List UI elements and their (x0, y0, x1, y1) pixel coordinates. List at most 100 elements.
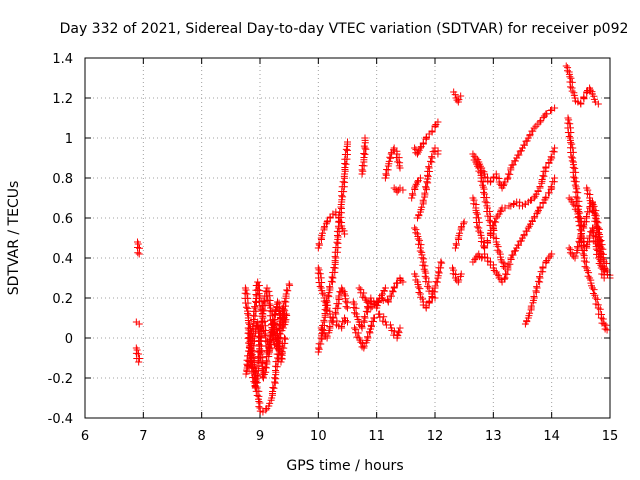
data-point-marker (475, 214, 483, 222)
data-point-marker (475, 227, 483, 235)
data-point-marker (326, 283, 334, 291)
data-point-marker (314, 244, 322, 252)
data-point-marker (419, 196, 427, 204)
data-point-marker (281, 334, 288, 342)
data-point-marker (493, 270, 501, 278)
data-point-marker (253, 372, 261, 380)
data-point-marker (261, 363, 269, 371)
data-point-marker (425, 163, 433, 171)
data-point-marker (337, 322, 345, 330)
data-point-marker (338, 187, 346, 195)
data-point-marker (594, 100, 602, 108)
data-point-marker (245, 357, 253, 365)
data-point-marker (248, 347, 256, 355)
data-point-marker (431, 122, 439, 130)
data-point-marker (277, 354, 285, 362)
y-tick-label: 0.4 (52, 252, 73, 267)
data-point-marker (133, 346, 141, 354)
data-point-marker (274, 338, 281, 346)
data-point-marker (414, 178, 421, 186)
data-point-marker (259, 302, 267, 310)
data-point-marker (593, 233, 601, 241)
data-point-marker (437, 258, 445, 266)
data-point-marker (360, 317, 368, 325)
data-point-marker (419, 258, 427, 266)
data-point-marker (265, 300, 273, 308)
data-point-marker (524, 224, 532, 232)
data-point-marker (134, 240, 142, 248)
data-point-marker (355, 284, 363, 292)
data-point-marker (339, 193, 347, 201)
data-point-marker (250, 307, 258, 315)
data-point-marker (551, 174, 559, 182)
grid-lines (85, 58, 610, 418)
data-point-marker (262, 406, 270, 414)
data-point-marker (266, 399, 274, 407)
data-point-marker (475, 218, 483, 226)
data-point-marker (254, 318, 262, 326)
data-point-marker (433, 278, 441, 286)
data-point-marker (539, 263, 547, 271)
data-point-marker (584, 208, 592, 216)
data-point-marker (451, 91, 459, 99)
data-point-marker (534, 277, 542, 285)
data-point-marker (452, 240, 460, 248)
data-point-marker (361, 134, 369, 142)
data-point-marker (520, 141, 528, 149)
data-point-marker (422, 184, 430, 192)
data-point-marker (547, 183, 555, 191)
data-point-marker (480, 243, 488, 251)
data-point-marker (581, 218, 589, 226)
data-point-marker (533, 210, 541, 218)
x-axis-label: GPS time / hours (286, 458, 403, 474)
data-point-marker (361, 150, 369, 158)
data-point-marker (591, 214, 599, 222)
data-point-marker (504, 260, 512, 268)
data-point-marker (551, 104, 559, 112)
data-point-marker (490, 218, 498, 226)
y-tick-label: -0.2 (48, 372, 73, 387)
x-tick-label: 15 (602, 429, 619, 444)
data-point-marker (342, 145, 350, 153)
data-point-marker (428, 127, 436, 135)
x-tick-label: 11 (368, 429, 385, 444)
data-point-marker (317, 324, 325, 332)
data-point-marker (408, 194, 416, 202)
data-point-marker (344, 318, 351, 326)
data-point-marker (567, 153, 575, 161)
data-point-marker (455, 96, 463, 104)
data-point-marker (514, 151, 522, 159)
data-point-marker (251, 382, 259, 390)
data-point-marker (589, 284, 596, 292)
data-point-marker (381, 318, 389, 326)
data-point-marker (599, 315, 607, 323)
x-tick-label: 14 (543, 429, 560, 444)
data-point-marker (572, 168, 580, 176)
data-point-marker (530, 194, 538, 202)
data-point-marker (532, 287, 540, 295)
data-point-marker (564, 67, 572, 75)
data-point-marker (582, 212, 590, 220)
data-point-marker (249, 322, 257, 330)
data-point-marker (344, 138, 351, 146)
data-point-marker (533, 283, 541, 291)
data-point-marker (584, 272, 592, 280)
data-point-marker (260, 307, 268, 315)
data-point-marker (281, 335, 289, 343)
data-point-marker (428, 153, 436, 161)
data-point-marker (431, 294, 439, 302)
data-point-marker (416, 247, 424, 255)
data-point-marker (318, 229, 326, 237)
axis-ticks: 6 7 8 9 10 11 12 13 14 15 -0.4 -0.2 0 0.2 0.4 0.6 0.8 1 1.… (48, 52, 619, 444)
data-point-marker (427, 157, 435, 165)
data-point-marker (602, 321, 610, 329)
data-point-marker (265, 287, 273, 295)
data-point-marker (481, 198, 489, 206)
data-point-marker (385, 157, 393, 165)
data-point-marker (327, 277, 335, 285)
data-point-marker (567, 74, 575, 82)
data-point-marker (259, 373, 267, 381)
data-point-marker (315, 240, 323, 248)
data-point-marker (361, 313, 369, 321)
data-point-marker (416, 236, 424, 244)
